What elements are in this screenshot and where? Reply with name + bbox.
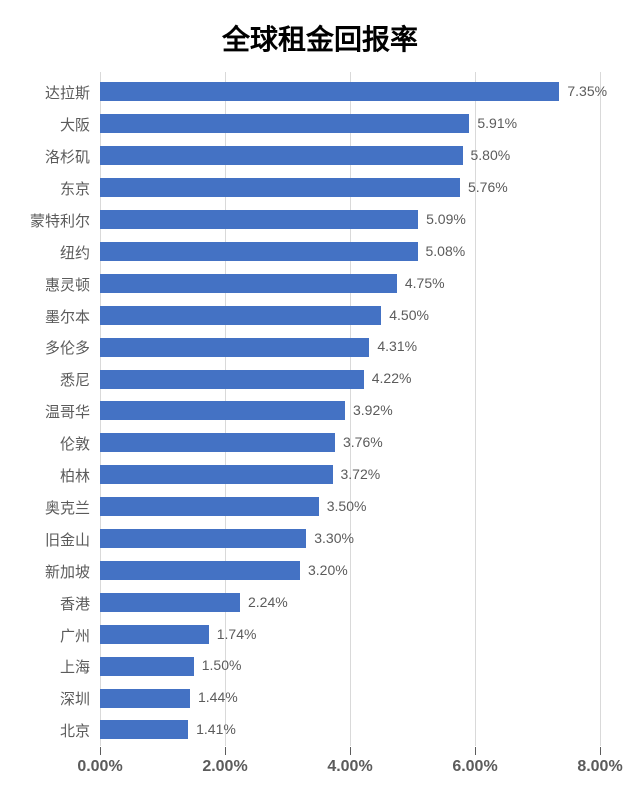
y-axis-label: 大阪 (20, 114, 90, 135)
y-axis-label: 东京 (20, 178, 90, 199)
bar-value-label: 5.09% (426, 211, 466, 227)
bar-value-label: 3.76% (343, 434, 383, 450)
bar-value-label: 3.72% (341, 466, 381, 482)
y-axis-label: 旧金山 (20, 529, 90, 550)
bar (100, 529, 306, 548)
x-axis-label: 6.00% (452, 758, 497, 776)
bar (100, 146, 463, 165)
bar (100, 433, 335, 452)
bar-value-label: 2.24% (248, 594, 288, 610)
bar (100, 593, 240, 612)
x-axis-label: 0.00% (77, 758, 122, 776)
bar-value-label: 1.44% (198, 689, 238, 705)
bar-value-label: 3.20% (308, 562, 348, 578)
bar (100, 306, 381, 325)
y-axis-label: 深圳 (20, 688, 90, 709)
bar (100, 401, 345, 420)
x-tick (600, 747, 601, 755)
x-tick (350, 747, 351, 755)
bar (100, 242, 418, 261)
bar (100, 720, 188, 739)
y-axis-label: 蒙特利尔 (20, 210, 90, 231)
bar-value-label: 4.22% (372, 370, 412, 386)
bar-value-label: 5.08% (426, 243, 466, 259)
x-tick (100, 747, 101, 755)
bar-value-label: 4.50% (389, 307, 429, 323)
bar (100, 561, 300, 580)
bar (100, 370, 364, 389)
bar (100, 465, 333, 484)
bar (100, 625, 209, 644)
y-axis-label: 柏林 (20, 465, 90, 486)
x-tick (475, 747, 476, 755)
bar (100, 497, 319, 516)
chart-title: 全球租金回报率 (20, 18, 620, 58)
plot-area: 达拉斯大阪洛杉矶东京蒙特利尔纽约惠灵顿墨尔本多伦多悉尼温哥华伦敦柏林奥克兰旧金山… (20, 76, 620, 786)
grid-line (475, 72, 476, 746)
bar-value-label: 3.92% (353, 402, 393, 418)
grid-line (600, 72, 601, 746)
bars-region: 7.35%5.91%5.80%5.76%5.09%5.08%4.75%4.50%… (100, 76, 600, 746)
bar-value-label: 1.41% (196, 721, 236, 737)
y-axis-label: 奥克兰 (20, 497, 90, 518)
y-axis-label: 多伦多 (20, 337, 90, 358)
bar (100, 114, 469, 133)
y-axis-label: 纽约 (20, 242, 90, 263)
bar (100, 338, 369, 357)
y-axis-label: 广州 (20, 625, 90, 646)
x-axis-label: 2.00% (202, 758, 247, 776)
bar-value-label: 5.76% (468, 179, 508, 195)
bar-value-label: 5.80% (471, 147, 511, 163)
y-axis-label: 惠灵顿 (20, 274, 90, 295)
y-axis-label: 伦敦 (20, 433, 90, 454)
y-axis-label: 洛杉矶 (20, 146, 90, 167)
x-tick (225, 747, 226, 755)
bar-value-label: 7.35% (567, 83, 607, 99)
bar (100, 657, 194, 676)
bar-value-label: 3.30% (314, 530, 354, 546)
bar-value-label: 5.91% (477, 115, 517, 131)
x-axis-label: 4.00% (327, 758, 372, 776)
y-axis-label: 墨尔本 (20, 306, 90, 327)
bar-value-label: 1.74% (217, 626, 257, 642)
bar-value-label: 4.75% (405, 275, 445, 291)
y-axis-label: 上海 (20, 656, 90, 677)
chart-container: 全球租金回报率 达拉斯大阪洛杉矶东京蒙特利尔纽约惠灵顿墨尔本多伦多悉尼温哥华伦敦… (0, 0, 640, 792)
x-axis-label: 8.00% (577, 758, 622, 776)
bar-value-label: 3.50% (327, 498, 367, 514)
y-axis-label: 新加坡 (20, 561, 90, 582)
y-axis-label: 悉尼 (20, 369, 90, 390)
bar (100, 210, 418, 229)
bar (100, 178, 460, 197)
y-axis-label: 达拉斯 (20, 82, 90, 103)
bar (100, 82, 559, 101)
bar-value-label: 1.50% (202, 657, 242, 673)
bar (100, 689, 190, 708)
y-axis-label: 北京 (20, 720, 90, 741)
y-axis-label: 温哥华 (20, 401, 90, 422)
grid-line (350, 72, 351, 746)
bar (100, 274, 397, 293)
bar-value-label: 4.31% (377, 338, 417, 354)
y-axis-label: 香港 (20, 593, 90, 614)
